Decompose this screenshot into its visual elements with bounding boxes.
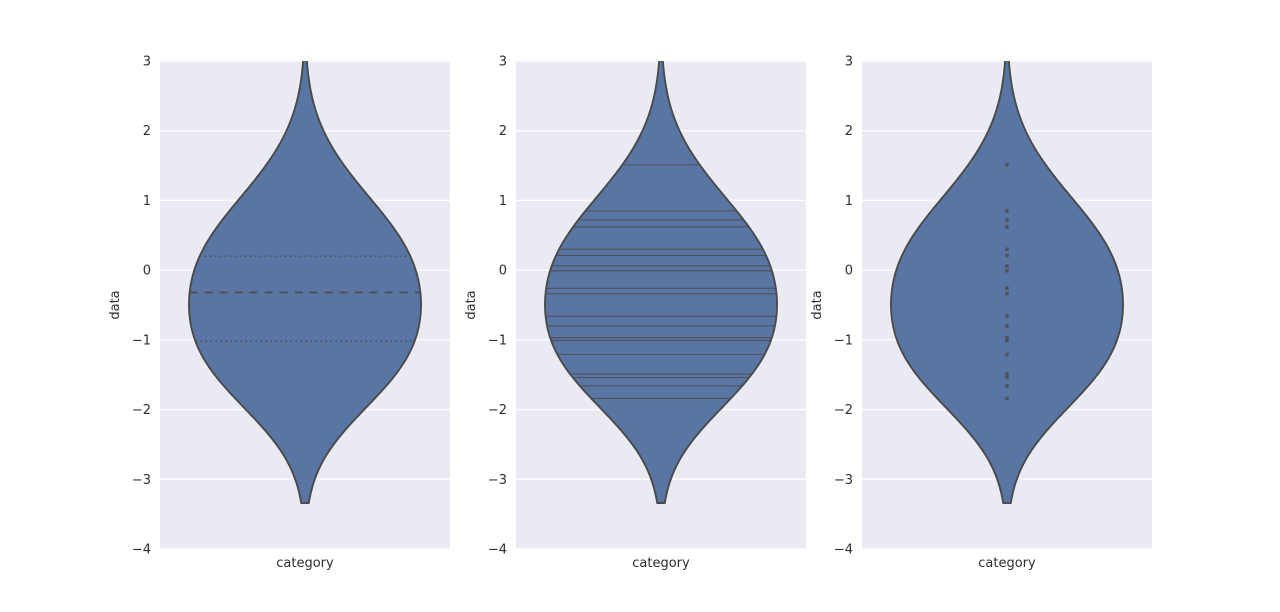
y-tick-label: 2 (499, 124, 507, 139)
observation-point (1005, 163, 1009, 167)
observation-point (1005, 292, 1009, 296)
y-tick-label: 3 (143, 55, 151, 70)
observation-point (1005, 372, 1009, 376)
y-tick-label: −4 (132, 543, 151, 558)
violin-outline (544, 61, 778, 504)
observation-point (1005, 338, 1009, 343)
violin-panel-quartile: 3 2 1 0 −1 −2 −3 −4 data category (108, 55, 450, 571)
observation-point (1005, 225, 1009, 229)
x-axis-label: category (978, 556, 1036, 571)
y-tick-label: −2 (834, 403, 853, 418)
violin-clip-group (188, 61, 422, 504)
observation-point (1005, 264, 1009, 268)
y-tick-label: −4 (834, 543, 853, 558)
y-tick-label: 0 (845, 264, 853, 279)
y-tick-label: −3 (834, 473, 853, 488)
y-tick-label: −3 (132, 473, 151, 488)
y-tick-label: −1 (834, 333, 853, 348)
violin-panel-point: 3 2 1 0 −1 −2 −3 −4 data category (810, 55, 1152, 571)
observation-point (1005, 209, 1009, 213)
violin-shape (545, 61, 777, 503)
y-tick-label: −2 (488, 403, 507, 418)
y-tick-label: 1 (845, 194, 853, 209)
x-axis-label: category (632, 556, 690, 571)
y-tick-label: −3 (488, 473, 507, 488)
observation-point (1005, 352, 1009, 357)
y-tick-label: 1 (143, 194, 151, 209)
y-tick-label: 2 (143, 124, 151, 139)
y-tick-label: −1 (132, 333, 151, 348)
observation-point (1005, 384, 1009, 388)
violin-outline (890, 61, 1124, 504)
observation-point (1005, 247, 1009, 251)
y-axis-label: data (464, 290, 479, 319)
observation-point (1005, 269, 1009, 273)
observation-point (1005, 253, 1009, 258)
observation-point (1005, 375, 1009, 380)
violin-outline (188, 61, 422, 504)
y-tick-label: −4 (488, 543, 507, 558)
x-axis-label: category (276, 556, 334, 571)
y-axis-label: data (108, 290, 123, 319)
y-tick-label: 3 (845, 55, 853, 70)
y-tick-label: 0 (499, 264, 507, 279)
observation-point (1005, 286, 1009, 290)
y-tick-label: 1 (499, 194, 507, 209)
y-tick-label: −1 (488, 333, 507, 348)
violin-clip-group (890, 61, 1124, 504)
observation-point (1005, 218, 1009, 222)
y-tick-label: 0 (143, 264, 151, 279)
y-axis-label: data (810, 290, 825, 319)
violin-clip-group (544, 61, 778, 504)
violin-panel-stick: 3 2 1 0 −1 −2 −3 −4 data category (464, 55, 806, 571)
y-tick-label: −2 (132, 403, 151, 418)
observation-point (1005, 324, 1009, 328)
observation-point (1005, 314, 1009, 318)
observation-point (1005, 396, 1009, 401)
violin-shape (189, 61, 421, 503)
violin-shape (891, 61, 1123, 503)
y-tick-label: 2 (845, 124, 853, 139)
observation-point (1005, 336, 1009, 340)
y-tick-label: 3 (499, 55, 507, 70)
